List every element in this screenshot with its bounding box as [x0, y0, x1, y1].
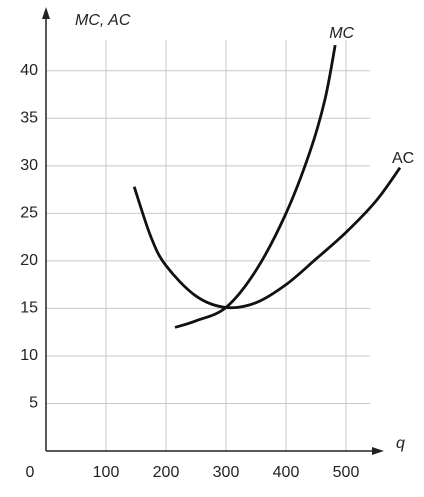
x-tick-label: 300 [213, 464, 240, 481]
y-tick-label: 10 [20, 347, 38, 364]
x-axis-label: q [396, 435, 405, 452]
line [174, 44, 337, 329]
y-tick-label: 15 [20, 300, 38, 317]
x-axis-arrow [372, 447, 384, 455]
y-tick-label: 30 [20, 157, 38, 174]
y-tick-label: 5 [29, 395, 38, 412]
x-tick-label: 200 [153, 464, 180, 481]
y-tick-label: 20 [20, 252, 38, 269]
x-tick-label: 500 [333, 464, 360, 481]
line [132, 166, 402, 310]
series-label: AC [392, 150, 414, 167]
x-tick-label: 400 [273, 464, 300, 481]
y-tick-label: 40 [20, 62, 38, 79]
x-tick-label: 0 [26, 464, 35, 481]
y-tick-label: 25 [20, 205, 38, 222]
x-tick-label: 100 [93, 464, 120, 481]
y-axis-label: MC, AC [75, 12, 131, 29]
y-axis-arrow [42, 7, 50, 19]
y-tick-label: 35 [20, 110, 38, 127]
series-label: MC [329, 25, 354, 42]
